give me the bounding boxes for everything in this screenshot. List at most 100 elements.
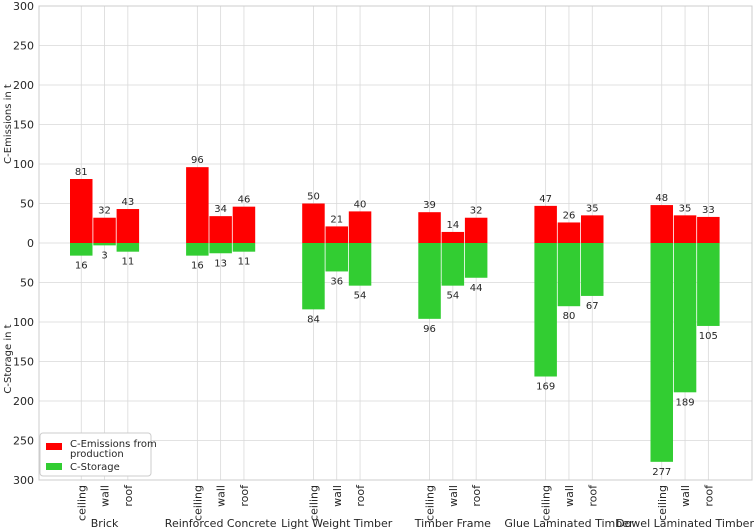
storage-bar [418, 243, 441, 319]
y-tick-label: 50 [20, 198, 34, 211]
emissions-value-label: 50 [307, 192, 320, 203]
component-tick-label: roof [470, 484, 483, 507]
storage-bar [325, 243, 348, 272]
emissions-value-label: 40 [354, 199, 367, 210]
storage-value-label: 169 [536, 382, 555, 393]
y-tick-label: 250 [13, 435, 34, 448]
group-label: Brick [91, 517, 119, 530]
legend-label-emissions-line2: production [70, 449, 124, 460]
storage-bar [186, 243, 209, 256]
component-tick-label: roof [702, 484, 715, 507]
component-tick-label: wall [447, 485, 460, 507]
component-tick-label: roof [122, 484, 135, 507]
component-tick-label: wall [331, 485, 344, 507]
emissions-value-label: 26 [563, 210, 576, 221]
storage-bar [650, 243, 673, 462]
legend-box [39, 432, 152, 477]
component-tick-label: roof [354, 484, 367, 507]
storage-bar [348, 243, 372, 286]
emissions-bar [581, 215, 604, 243]
emissions-value-label: 32 [98, 206, 111, 217]
emissions-value-label: 34 [214, 204, 227, 215]
emissions-bar [650, 205, 673, 243]
storage-bar [534, 243, 557, 377]
emissions-bar [70, 179, 93, 243]
group-label: Reinforced Concrete [165, 517, 277, 530]
component-tick-label: ceiling [424, 485, 437, 521]
component-tick-label: wall [563, 485, 576, 507]
component-tick-label: wall [215, 485, 228, 507]
emissions-bar [325, 226, 348, 243]
storage-bar [581, 243, 604, 296]
y-tick-label: 100 [13, 316, 34, 329]
emissions-value-label: 32 [470, 206, 483, 217]
storage-value-label: 11 [238, 257, 251, 268]
component-tick-label: wall [99, 485, 112, 507]
emissions-value-label: 39 [423, 200, 436, 211]
storage-value-label: 16 [191, 261, 204, 272]
group-label: Light Weight Timber [281, 517, 393, 530]
legend-swatch-emissions [46, 443, 62, 450]
storage-value-label: 11 [121, 257, 134, 268]
emissions-bar [116, 209, 140, 243]
emissions-value-label: 35 [586, 203, 599, 214]
y-tick-label: 300 [13, 474, 34, 487]
storage-value-label: 44 [470, 283, 483, 294]
storage-value-label: 189 [676, 397, 695, 408]
emissions-value-label: 14 [446, 220, 459, 231]
y-axis-title-top: C-Emissions in t [3, 84, 14, 164]
emissions-bar [697, 216, 720, 243]
y-tick-label: 200 [13, 395, 34, 408]
group-label: Timber Frame [414, 517, 491, 530]
y-tick-label: 0 [27, 237, 34, 250]
legend: C-Emissions from production C-Storage [39, 432, 157, 477]
emissions-value-label: 81 [75, 167, 88, 178]
emissions-value-label: 21 [330, 214, 343, 225]
emissions-bar [186, 167, 209, 243]
legend-label-storage: C-Storage [70, 462, 120, 473]
legend-label-emissions-line1: C-Emissions from [70, 439, 157, 450]
storage-value-label: 36 [330, 276, 343, 287]
emissions-bar [464, 217, 488, 243]
component-tick-label: ceiling [540, 485, 553, 521]
component-tick-label: wall [679, 485, 692, 507]
data-labels: 81 16 32 3 43 11 96 16 34 13 46 11 50 84 21 36 40 54 39 96 1… [75, 155, 718, 478]
storage-bar [302, 243, 325, 310]
storage-bar [697, 243, 720, 326]
y-tick-labels: 300 250 200 150 100 50 0 50 100 150 200 250 300 [13, 0, 34, 487]
emissions-bar [673, 215, 697, 243]
component-tick-label: ceiling [656, 485, 669, 521]
storage-value-label: 3 [101, 250, 107, 261]
emissions-bar [209, 216, 232, 243]
storage-value-label: 105 [699, 331, 718, 342]
emissions-bar [418, 212, 441, 243]
storage-bar [93, 243, 116, 246]
y-tick-label: 250 [13, 40, 34, 53]
storage-value-label: 16 [75, 261, 88, 272]
storage-value-label: 67 [586, 301, 599, 312]
emissions-bar [557, 222, 581, 243]
storage-bar [557, 243, 581, 307]
emissions-bar [232, 206, 256, 243]
emissions-value-label: 96 [191, 155, 204, 166]
storage-bar [673, 243, 697, 393]
bars [70, 167, 720, 462]
legend-swatch-storage [46, 463, 62, 470]
emissions-value-label: 35 [679, 203, 692, 214]
emissions-bar [93, 217, 116, 243]
storage-value-label: 84 [307, 314, 320, 325]
storage-bar [464, 243, 488, 278]
component-tick-label: roof [238, 484, 251, 507]
y-tick-label: 150 [13, 119, 34, 132]
storage-value-label: 54 [354, 291, 367, 302]
emissions-bar [348, 211, 372, 243]
plot-frame [38, 5, 753, 481]
storage-bar [209, 243, 232, 254]
emissions-value-label: 48 [655, 193, 668, 204]
y-tick-label: 200 [13, 79, 34, 92]
group-label: Dowel Laminated Timber [616, 517, 754, 530]
component-tick-label: ceiling [307, 485, 320, 521]
emissions-bar [441, 231, 465, 243]
emissions-value-label: 43 [121, 197, 134, 208]
